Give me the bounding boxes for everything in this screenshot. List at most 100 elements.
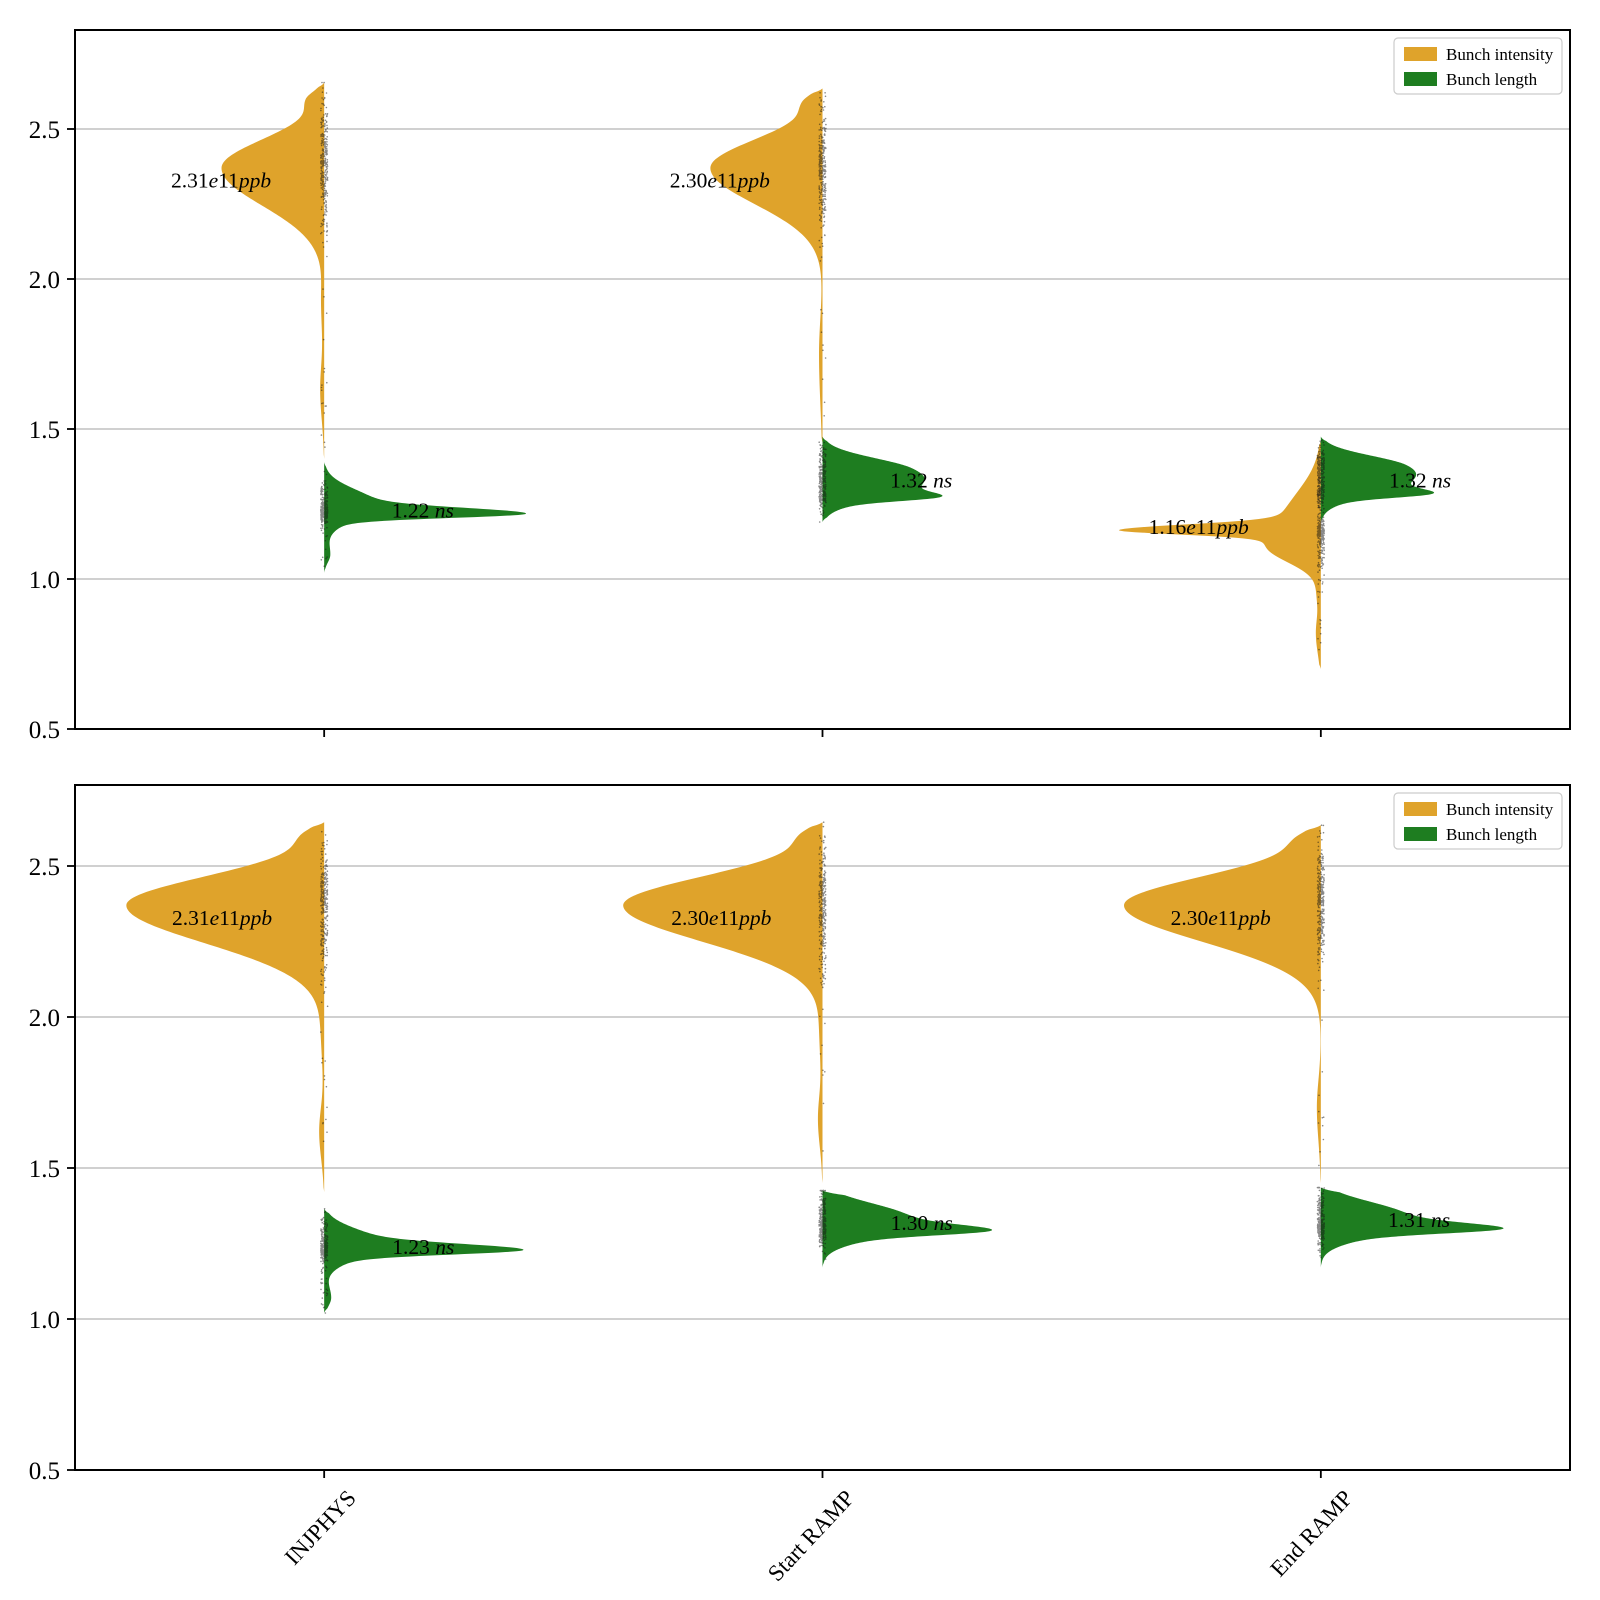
dot [1321, 518, 1324, 520]
dot [326, 1236, 329, 1239]
dot [1322, 1228, 1324, 1230]
dot [821, 187, 823, 190]
dot [822, 511, 825, 513]
dot [821, 963, 824, 965]
dot [821, 1250, 824, 1253]
dot [324, 493, 327, 495]
dot [323, 885, 325, 887]
dot [821, 1244, 823, 1247]
dot [1321, 453, 1324, 455]
dot [322, 149, 325, 152]
dot [823, 886, 826, 888]
dot [326, 949, 328, 951]
dot [322, 1216, 325, 1219]
dot [323, 223, 325, 225]
dot [325, 946, 328, 949]
dot [823, 910, 826, 912]
dot [1318, 555, 1321, 558]
dot [822, 1216, 825, 1219]
dot [1318, 882, 1321, 884]
dot [824, 191, 826, 194]
dot [823, 1210, 825, 1212]
dot [323, 141, 326, 143]
dot [1316, 565, 1319, 567]
dot [822, 1074, 824, 1076]
dot [321, 1237, 323, 1240]
dot [823, 415, 825, 417]
dot [822, 190, 825, 193]
dot [325, 121, 328, 124]
dot [1321, 439, 1323, 442]
dot [1322, 1218, 1325, 1221]
dot [819, 487, 821, 489]
dot [320, 178, 323, 181]
dot [320, 123, 323, 126]
dot [324, 173, 327, 176]
dot [824, 494, 827, 496]
dot [822, 894, 825, 896]
dot [320, 121, 322, 124]
dot [822, 943, 825, 945]
dot [818, 187, 820, 190]
dot [1322, 475, 1324, 477]
dot [320, 1249, 322, 1251]
dot [320, 109, 322, 112]
dot [320, 1303, 323, 1305]
dot [819, 214, 821, 217]
dot [322, 246, 325, 248]
dot [323, 953, 325, 956]
dot [1323, 532, 1325, 534]
dot [321, 1218, 324, 1220]
dot [1320, 556, 1322, 558]
dot [824, 938, 826, 940]
dot [1322, 902, 1325, 905]
dot [823, 184, 825, 186]
dot [326, 905, 329, 908]
dot [822, 927, 824, 929]
dot [1321, 930, 1323, 933]
dot [320, 1260, 322, 1263]
dot [823, 1219, 826, 1222]
dot [1322, 449, 1325, 452]
dot [1319, 1215, 1322, 1218]
dot [324, 911, 326, 914]
dot [1320, 923, 1323, 925]
dot [320, 196, 323, 198]
dot [1320, 948, 1323, 950]
dot [1322, 886, 1325, 889]
dot [322, 513, 324, 515]
dot [824, 130, 827, 133]
dot [818, 1234, 821, 1236]
dot [325, 861, 327, 864]
dot [818, 939, 821, 941]
dot [322, 1231, 325, 1234]
dot [820, 308, 822, 311]
dot [1317, 893, 1320, 896]
legend-label: Bunch intensity [1446, 45, 1554, 64]
dot [1316, 1200, 1319, 1203]
dot [320, 187, 323, 189]
dot [818, 473, 820, 475]
dot [822, 106, 824, 109]
dot [322, 103, 325, 105]
top-plot: 2.31e11ppb 1.22 ns 2.30e11ppb 1.32 ns 1.16e1… [29, 29, 1571, 744]
dot [822, 916, 824, 918]
dot [320, 968, 323, 971]
dot [818, 1220, 821, 1222]
dot [822, 152, 824, 154]
dot [1321, 1019, 1323, 1021]
dot [1317, 471, 1319, 473]
dot [1316, 867, 1319, 870]
dot [823, 898, 826, 900]
dot [818, 239, 821, 242]
dot [820, 869, 822, 872]
dot [818, 498, 821, 500]
dot [824, 176, 827, 179]
dot [825, 189, 827, 192]
dot [326, 840, 329, 842]
dot [322, 1266, 325, 1269]
dot [825, 123, 827, 126]
dot [1321, 900, 1324, 903]
dot [821, 1223, 824, 1225]
dot [820, 450, 823, 452]
